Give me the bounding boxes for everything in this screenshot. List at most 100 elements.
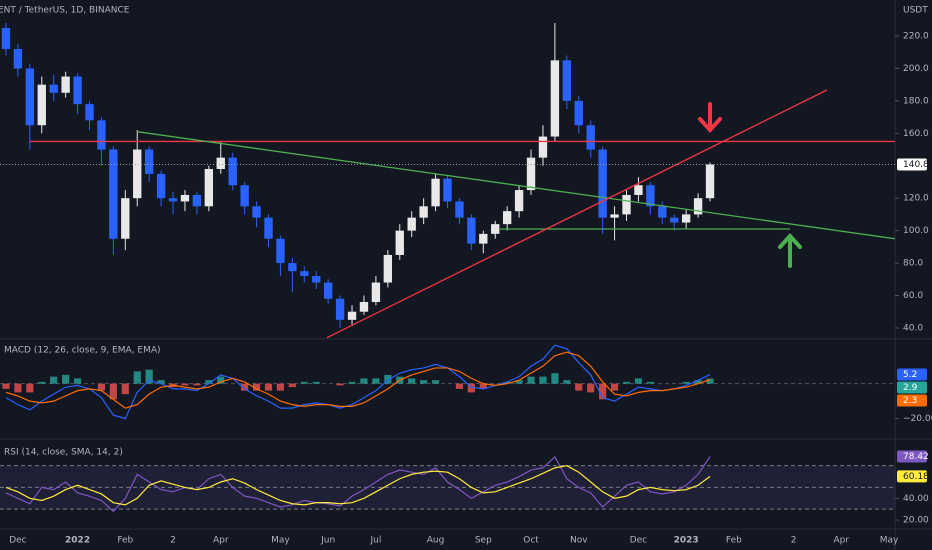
unit-label: USDT xyxy=(903,6,928,16)
y-tick-label: 200.0 xyxy=(903,64,929,74)
histogram-bar xyxy=(193,383,201,386)
histogram-bar xyxy=(264,383,273,391)
histogram-bar xyxy=(121,383,129,395)
candle-body xyxy=(538,136,548,158)
x-tick-label: Feb xyxy=(726,536,742,546)
candle-body xyxy=(562,60,572,101)
histogram-bar xyxy=(300,381,308,384)
x-tick-label: Dec xyxy=(9,536,26,546)
histogram-bar xyxy=(73,378,82,384)
candle-body xyxy=(574,100,583,126)
indicator-line xyxy=(5,344,711,420)
indicator-line xyxy=(5,456,711,513)
candle-body xyxy=(264,217,273,239)
histogram-bar xyxy=(431,380,440,384)
histogram-bar xyxy=(408,378,416,384)
histogram-bar xyxy=(14,383,22,393)
value-tag-box xyxy=(897,368,927,381)
x-tick-label: Dec xyxy=(630,536,647,546)
x-tick-label: 2022 xyxy=(65,536,90,546)
histogram-bar xyxy=(252,383,261,391)
candle-body xyxy=(109,149,118,239)
histogram-bar xyxy=(181,383,189,386)
symbol-title: ENT / TetherUS, 1D, BINANCE xyxy=(0,6,130,16)
buy-arrow xyxy=(778,233,802,268)
y-tick-label: 160.0 xyxy=(903,129,929,139)
candle-body xyxy=(514,190,524,212)
value-tag: 2.3 xyxy=(897,394,927,407)
candle-body xyxy=(168,198,178,202)
histogram-bar xyxy=(384,374,392,384)
candle-body xyxy=(347,311,357,320)
candle-body xyxy=(288,263,297,272)
histogram-bar xyxy=(420,380,428,384)
candle-body xyxy=(252,206,261,218)
candle-body xyxy=(228,157,237,186)
x-tick-label: Feb xyxy=(117,536,133,546)
x-tick-label: Nov xyxy=(570,536,588,546)
value-tag-box xyxy=(897,381,927,394)
value-tag-label: 78.42 xyxy=(903,452,929,462)
histogram-bar xyxy=(467,383,475,393)
histogram-bar xyxy=(145,369,153,384)
candle-body xyxy=(658,206,667,218)
candle-body xyxy=(121,198,130,239)
candle-body xyxy=(25,68,35,126)
histogram-bar xyxy=(336,383,344,386)
x-tick-label: 2023 xyxy=(674,536,699,546)
histogram-bar xyxy=(109,383,117,400)
candle-body xyxy=(491,224,500,234)
y-tick-label: 220.0 xyxy=(903,32,929,42)
candle-body xyxy=(407,217,416,231)
histogram-bar xyxy=(276,383,285,391)
candle-body xyxy=(502,211,512,225)
candle-body xyxy=(526,157,536,191)
candle-body xyxy=(37,84,46,126)
value-tag-label: 2.9 xyxy=(903,383,918,393)
candle-body xyxy=(681,214,691,223)
y-tick-label: 100.0 xyxy=(903,226,929,236)
x-tick-label: Jul xyxy=(369,536,381,546)
y-tick-label: 40.0 xyxy=(903,323,923,333)
candle-body xyxy=(670,217,679,223)
trendline xyxy=(326,89,828,339)
candle-body xyxy=(634,185,643,195)
candle-body xyxy=(180,194,190,202)
rsi-title: RSI (14, close, SMA, 14, 2) xyxy=(4,448,123,458)
histogram-bar xyxy=(360,378,368,384)
histogram-bar xyxy=(563,380,571,384)
histogram-bar xyxy=(539,376,547,384)
value-tag: 60.18 xyxy=(897,470,929,483)
candle-body xyxy=(204,169,214,207)
histogram-bar xyxy=(551,373,559,384)
candle-body xyxy=(419,206,428,218)
histogram-bar xyxy=(62,374,70,384)
candle-body xyxy=(85,104,94,121)
candle-body xyxy=(240,185,249,207)
candle-body xyxy=(1,27,11,49)
histogram-bar xyxy=(455,383,464,389)
histogram-bar xyxy=(706,378,714,384)
candle-body xyxy=(479,233,488,244)
histogram-bar xyxy=(527,376,535,384)
candle-body xyxy=(622,194,631,215)
candle-body xyxy=(97,120,106,150)
histogram-bar xyxy=(575,383,583,391)
value-tag-label: 60.18 xyxy=(903,472,929,482)
candle-body xyxy=(335,298,345,320)
histogram-bar xyxy=(634,378,643,384)
x-tick-label: May xyxy=(880,536,899,546)
y-tick-label: 120.0 xyxy=(903,194,929,204)
value-tag-box xyxy=(897,470,927,483)
histogram-bar xyxy=(241,383,249,391)
candle-body xyxy=(383,254,393,283)
macd-title: MACD (12, 26, close, 9, EMA, EMA) xyxy=(4,346,161,356)
trendline xyxy=(137,131,896,240)
candle-body xyxy=(598,149,607,218)
x-tick-label: Sep xyxy=(475,536,492,546)
x-tick-label: Apr xyxy=(834,536,850,546)
candle-body xyxy=(13,48,23,69)
value-tag-box xyxy=(897,394,927,407)
